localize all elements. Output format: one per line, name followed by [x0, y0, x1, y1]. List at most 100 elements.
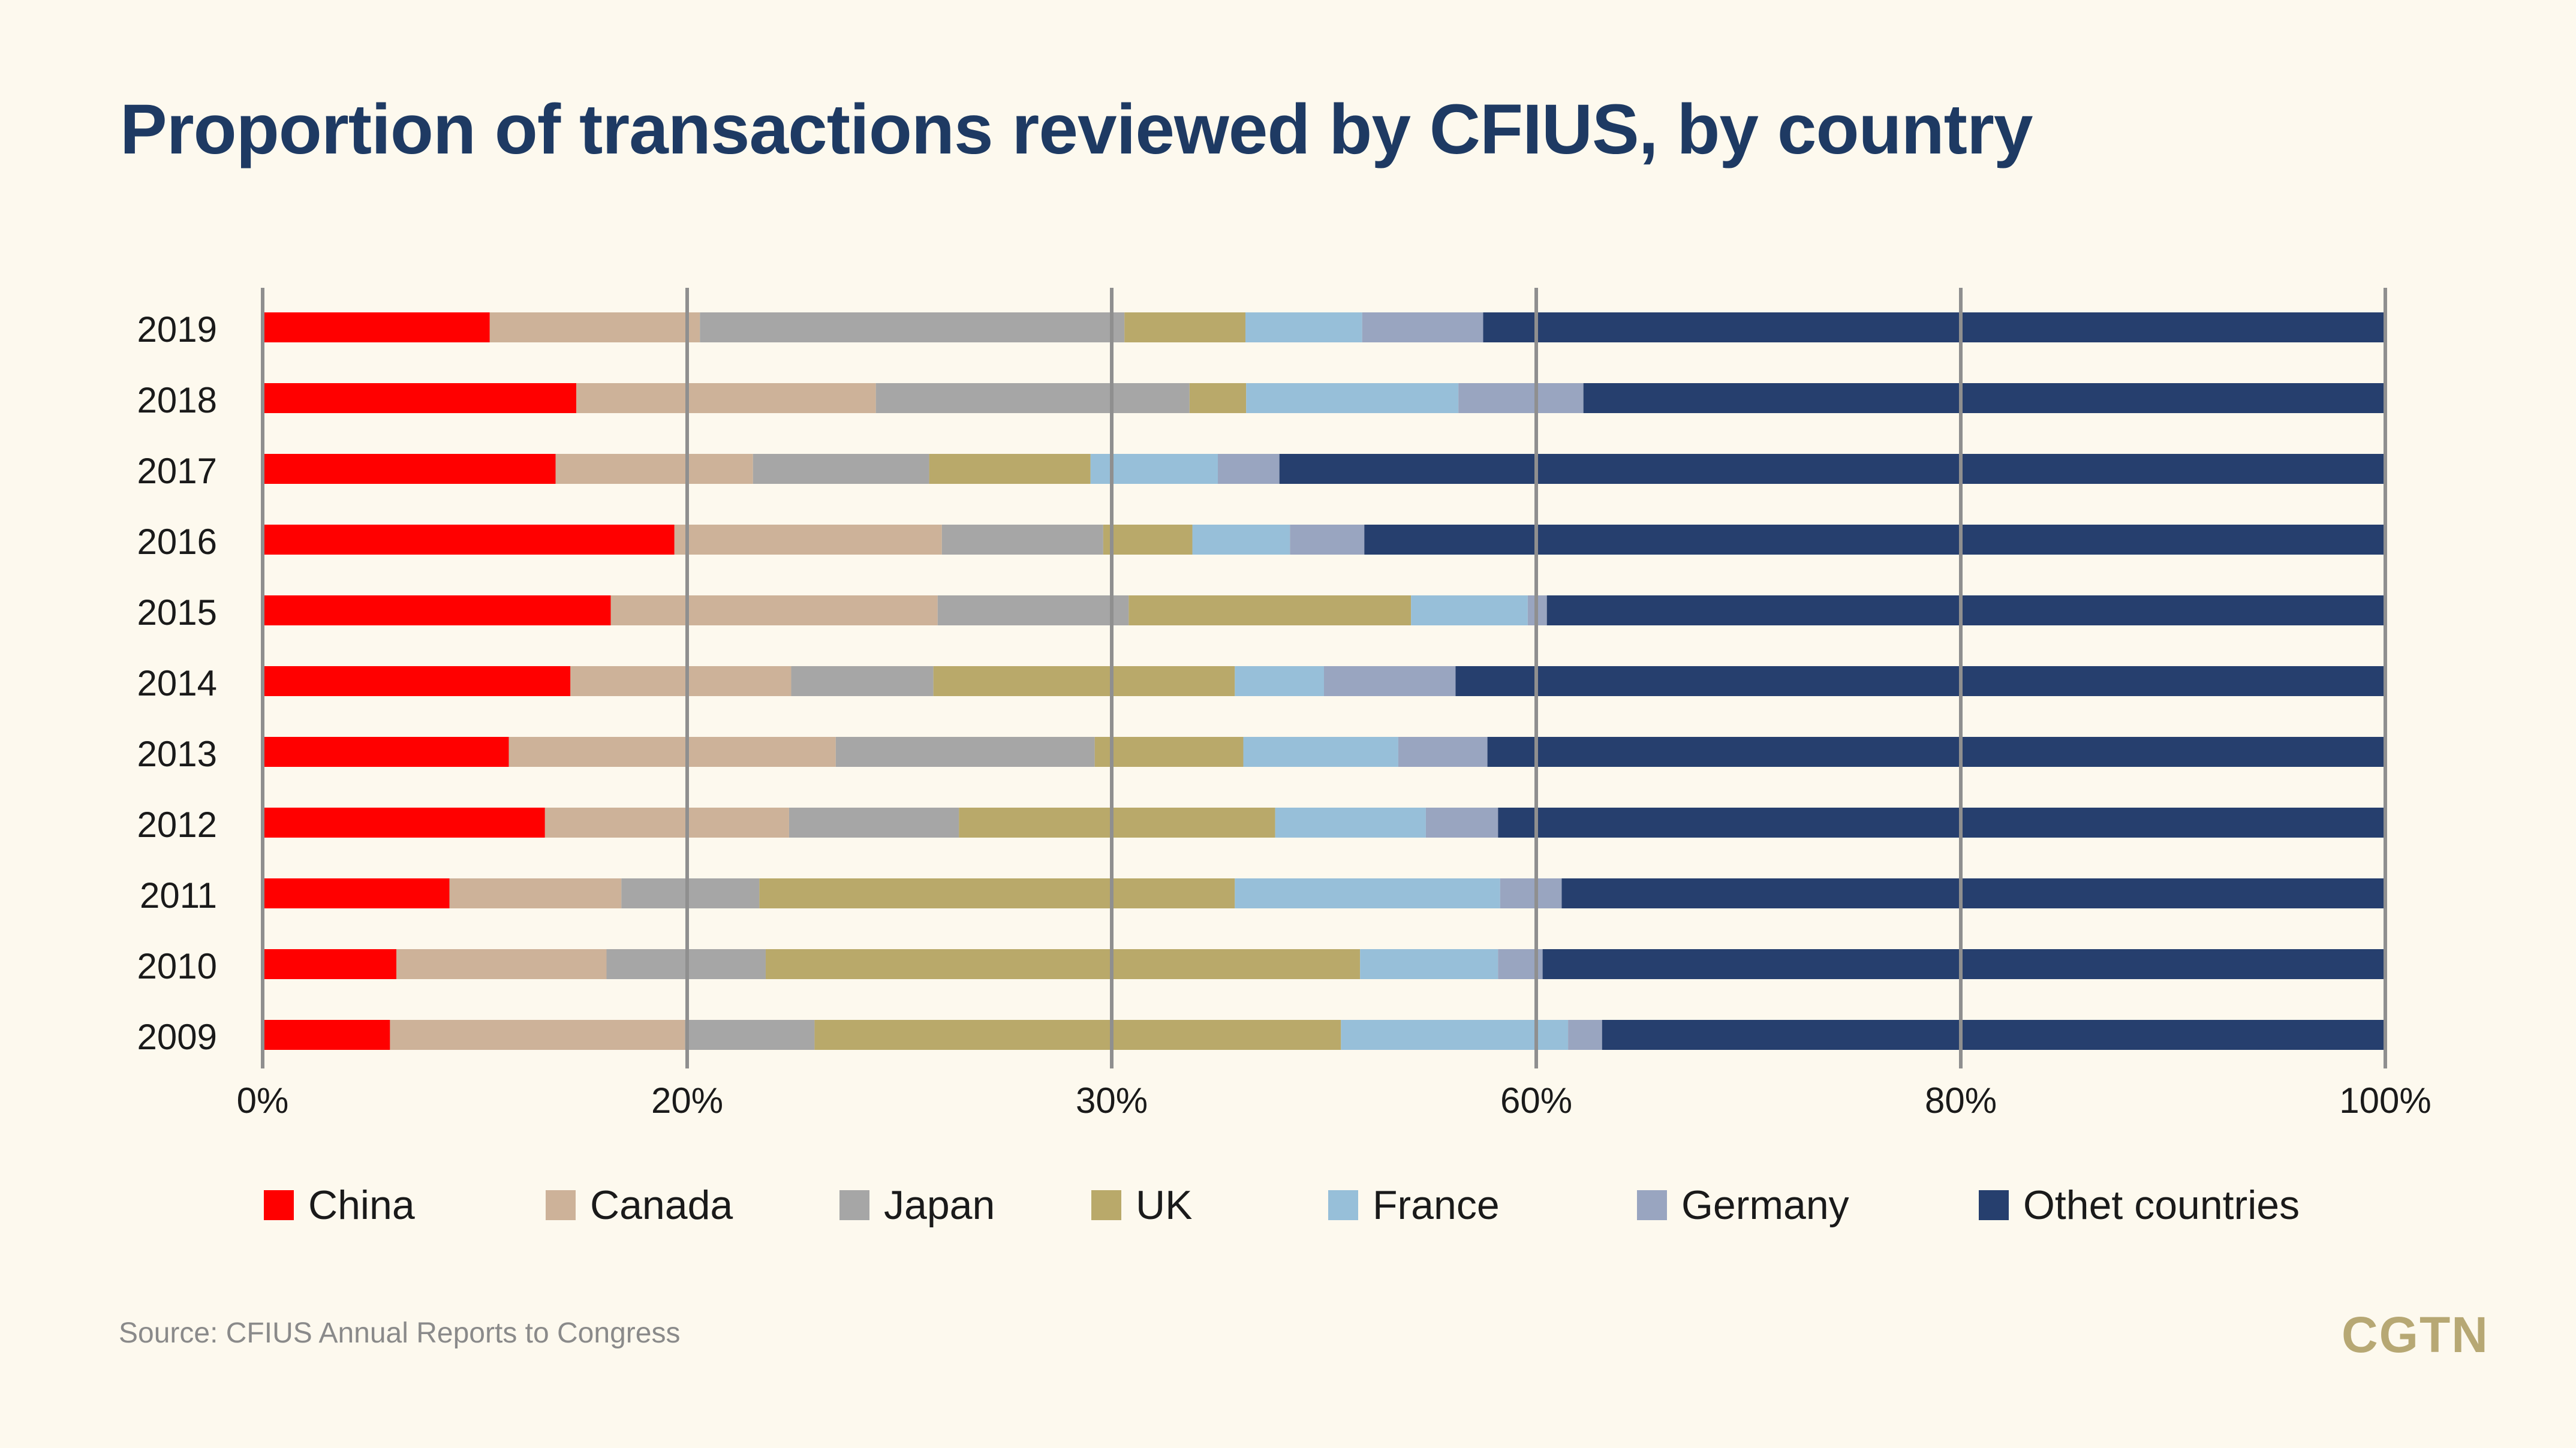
bar-segment-othet-countries-2019 — [1483, 312, 2385, 342]
bar-segment-canada-2011 — [449, 878, 622, 908]
bar-segment-othet-countries-2014 — [1455, 666, 2385, 696]
bar-segment-france-2019 — [1245, 312, 1362, 342]
bar-segment-uk-2014 — [933, 666, 1235, 696]
legend: China Canada Japan UK France Germany Othet cou… — [0, 1175, 2576, 1241]
bar-segment-japan-2015 — [937, 595, 1129, 625]
legend-swatch — [839, 1190, 869, 1220]
y-tick-label-2009: 2009 — [137, 1017, 217, 1057]
bar-segment-japan-2011 — [621, 878, 760, 908]
legend-item-germany: Germany — [1637, 1175, 1849, 1235]
bar-segment-china-2010 — [263, 949, 397, 979]
bar-segment-germany-2011 — [1500, 878, 1562, 908]
bar-segment-othet-countries-2015 — [1546, 595, 2385, 625]
y-tick-labels: 2019 2018 2017 2016 2015 2014 2013 2012 2011 2010… — [137, 309, 217, 1057]
bar-segment-uk-2013 — [1094, 737, 1244, 767]
bar-segment-uk-2010 — [765, 949, 1361, 979]
bar-segment-othet-countries-2017 — [1279, 454, 2385, 484]
y-tick-label-2010: 2010 — [137, 946, 217, 986]
legend-label: France — [1373, 1182, 1500, 1228]
stacked-bar-chart: 2019 2018 2017 2016 2015 2014 2013 2012 2011 2010… — [137, 288, 2431, 1121]
x-tick-label-4: 80% — [1925, 1080, 1997, 1121]
y-tick-label-2012: 2012 — [137, 805, 217, 845]
x-tick-labels: 0% 20% 30% 60% 80% 100% — [237, 1080, 2431, 1121]
legend-swatch — [264, 1190, 294, 1220]
bar-segment-china-2017 — [263, 454, 556, 484]
bar-segment-france-2017 — [1090, 454, 1218, 484]
bar-segment-canada-2018 — [576, 383, 876, 413]
x-tick-label-2: 30% — [1076, 1080, 1148, 1121]
bar-segment-uk-2017 — [929, 454, 1091, 484]
y-tick-label-2014: 2014 — [137, 663, 217, 703]
bar-segment-china-2019 — [263, 312, 490, 342]
x-tick-label-5: 100% — [2339, 1080, 2431, 1121]
grid-layer — [261, 288, 2387, 1068]
bar-segment-uk-2009 — [814, 1020, 1341, 1050]
legend-label: Germany — [1681, 1182, 1849, 1228]
bar-segment-uk-2011 — [759, 878, 1235, 908]
bar-segment-germany-2012 — [1425, 808, 1498, 838]
bar-segment-france-2013 — [1243, 737, 1398, 767]
bar-segment-china-2014 — [263, 666, 571, 696]
x-tick-label-3: 60% — [1500, 1080, 1572, 1121]
bar-segment-canada-2017 — [555, 454, 753, 484]
bar-segment-germany-2013 — [1398, 737, 1488, 767]
bar-segment-france-2009 — [1341, 1020, 1569, 1050]
bar-segment-germany-2019 — [1362, 312, 1483, 342]
bar-segment-othet-countries-2009 — [1602, 1020, 2385, 1050]
y-tick-label-2013: 2013 — [137, 734, 217, 774]
bars-layer — [263, 312, 2385, 1050]
legend-swatch — [1979, 1190, 2009, 1220]
bar-segment-france-2015 — [1411, 595, 1528, 625]
chart-title: Proportion of transactions reviewed by C… — [120, 90, 2033, 169]
bar-segment-china-2009 — [263, 1020, 390, 1050]
bar-segment-japan-2019 — [700, 312, 1125, 342]
bar-segment-germany-2017 — [1218, 454, 1280, 484]
legend-label: Othet countries — [2023, 1182, 2300, 1228]
bar-segment-japan-2013 — [835, 737, 1095, 767]
legend-item-japan: Japan — [839, 1175, 995, 1235]
bar-segment-france-2014 — [1235, 666, 1324, 696]
y-tick-label-2019: 2019 — [137, 309, 217, 350]
legend-item-france: France — [1328, 1175, 1500, 1235]
bar-segment-uk-2012 — [959, 808, 1275, 838]
bar-segment-canada-2016 — [674, 525, 942, 555]
y-tick-label-2016: 2016 — [137, 522, 217, 562]
x-tick-label-1: 20% — [651, 1080, 723, 1121]
bar-segment-japan-2017 — [753, 454, 929, 484]
bar-segment-france-2012 — [1275, 808, 1426, 838]
bar-segment-china-2012 — [263, 808, 545, 838]
source-note: Source: CFIUS Annual Reports to Congress — [119, 1317, 681, 1349]
y-tick-label-2011: 2011 — [140, 875, 217, 916]
bar-segment-france-2011 — [1235, 878, 1500, 908]
legend-swatch — [546, 1190, 576, 1220]
bar-segment-japan-2009 — [685, 1020, 815, 1050]
legend-label: UK — [1136, 1182, 1193, 1228]
bar-segment-othet-countries-2011 — [1561, 878, 2385, 908]
y-tick-label-2018: 2018 — [137, 380, 217, 420]
legend-item-china: China — [264, 1175, 415, 1235]
bar-segment-japan-2018 — [875, 383, 1190, 413]
bar-segment-canada-2012 — [544, 808, 789, 838]
y-tick-label-2017: 2017 — [137, 451, 217, 491]
bar-segment-japan-2016 — [941, 525, 1103, 555]
bar-segment-othet-countries-2018 — [1583, 383, 2385, 413]
bar-segment-germany-2009 — [1568, 1020, 1602, 1050]
bar-segment-canada-2009 — [390, 1020, 685, 1050]
bar-segment-canada-2015 — [610, 595, 938, 625]
bar-segment-japan-2012 — [789, 808, 959, 838]
bar-segment-canada-2013 — [508, 737, 836, 767]
bar-segment-othet-countries-2012 — [1498, 808, 2385, 838]
bar-segment-china-2016 — [263, 525, 675, 555]
bar-segment-france-2016 — [1192, 525, 1290, 555]
bar-segment-china-2011 — [263, 878, 450, 908]
y-tick-label-2015: 2015 — [137, 592, 217, 633]
legend-label: Japan — [884, 1182, 995, 1228]
bar-segment-france-2010 — [1360, 949, 1498, 979]
cgtn-logo: CGTN — [2342, 1306, 2489, 1363]
bar-segment-china-2015 — [263, 595, 611, 625]
bar-segment-germany-2018 — [1458, 383, 1584, 413]
legend-item-uk: UK — [1091, 1175, 1192, 1235]
legend-item-canada: Canada — [546, 1175, 733, 1235]
bar-segment-uk-2016 — [1103, 525, 1193, 555]
